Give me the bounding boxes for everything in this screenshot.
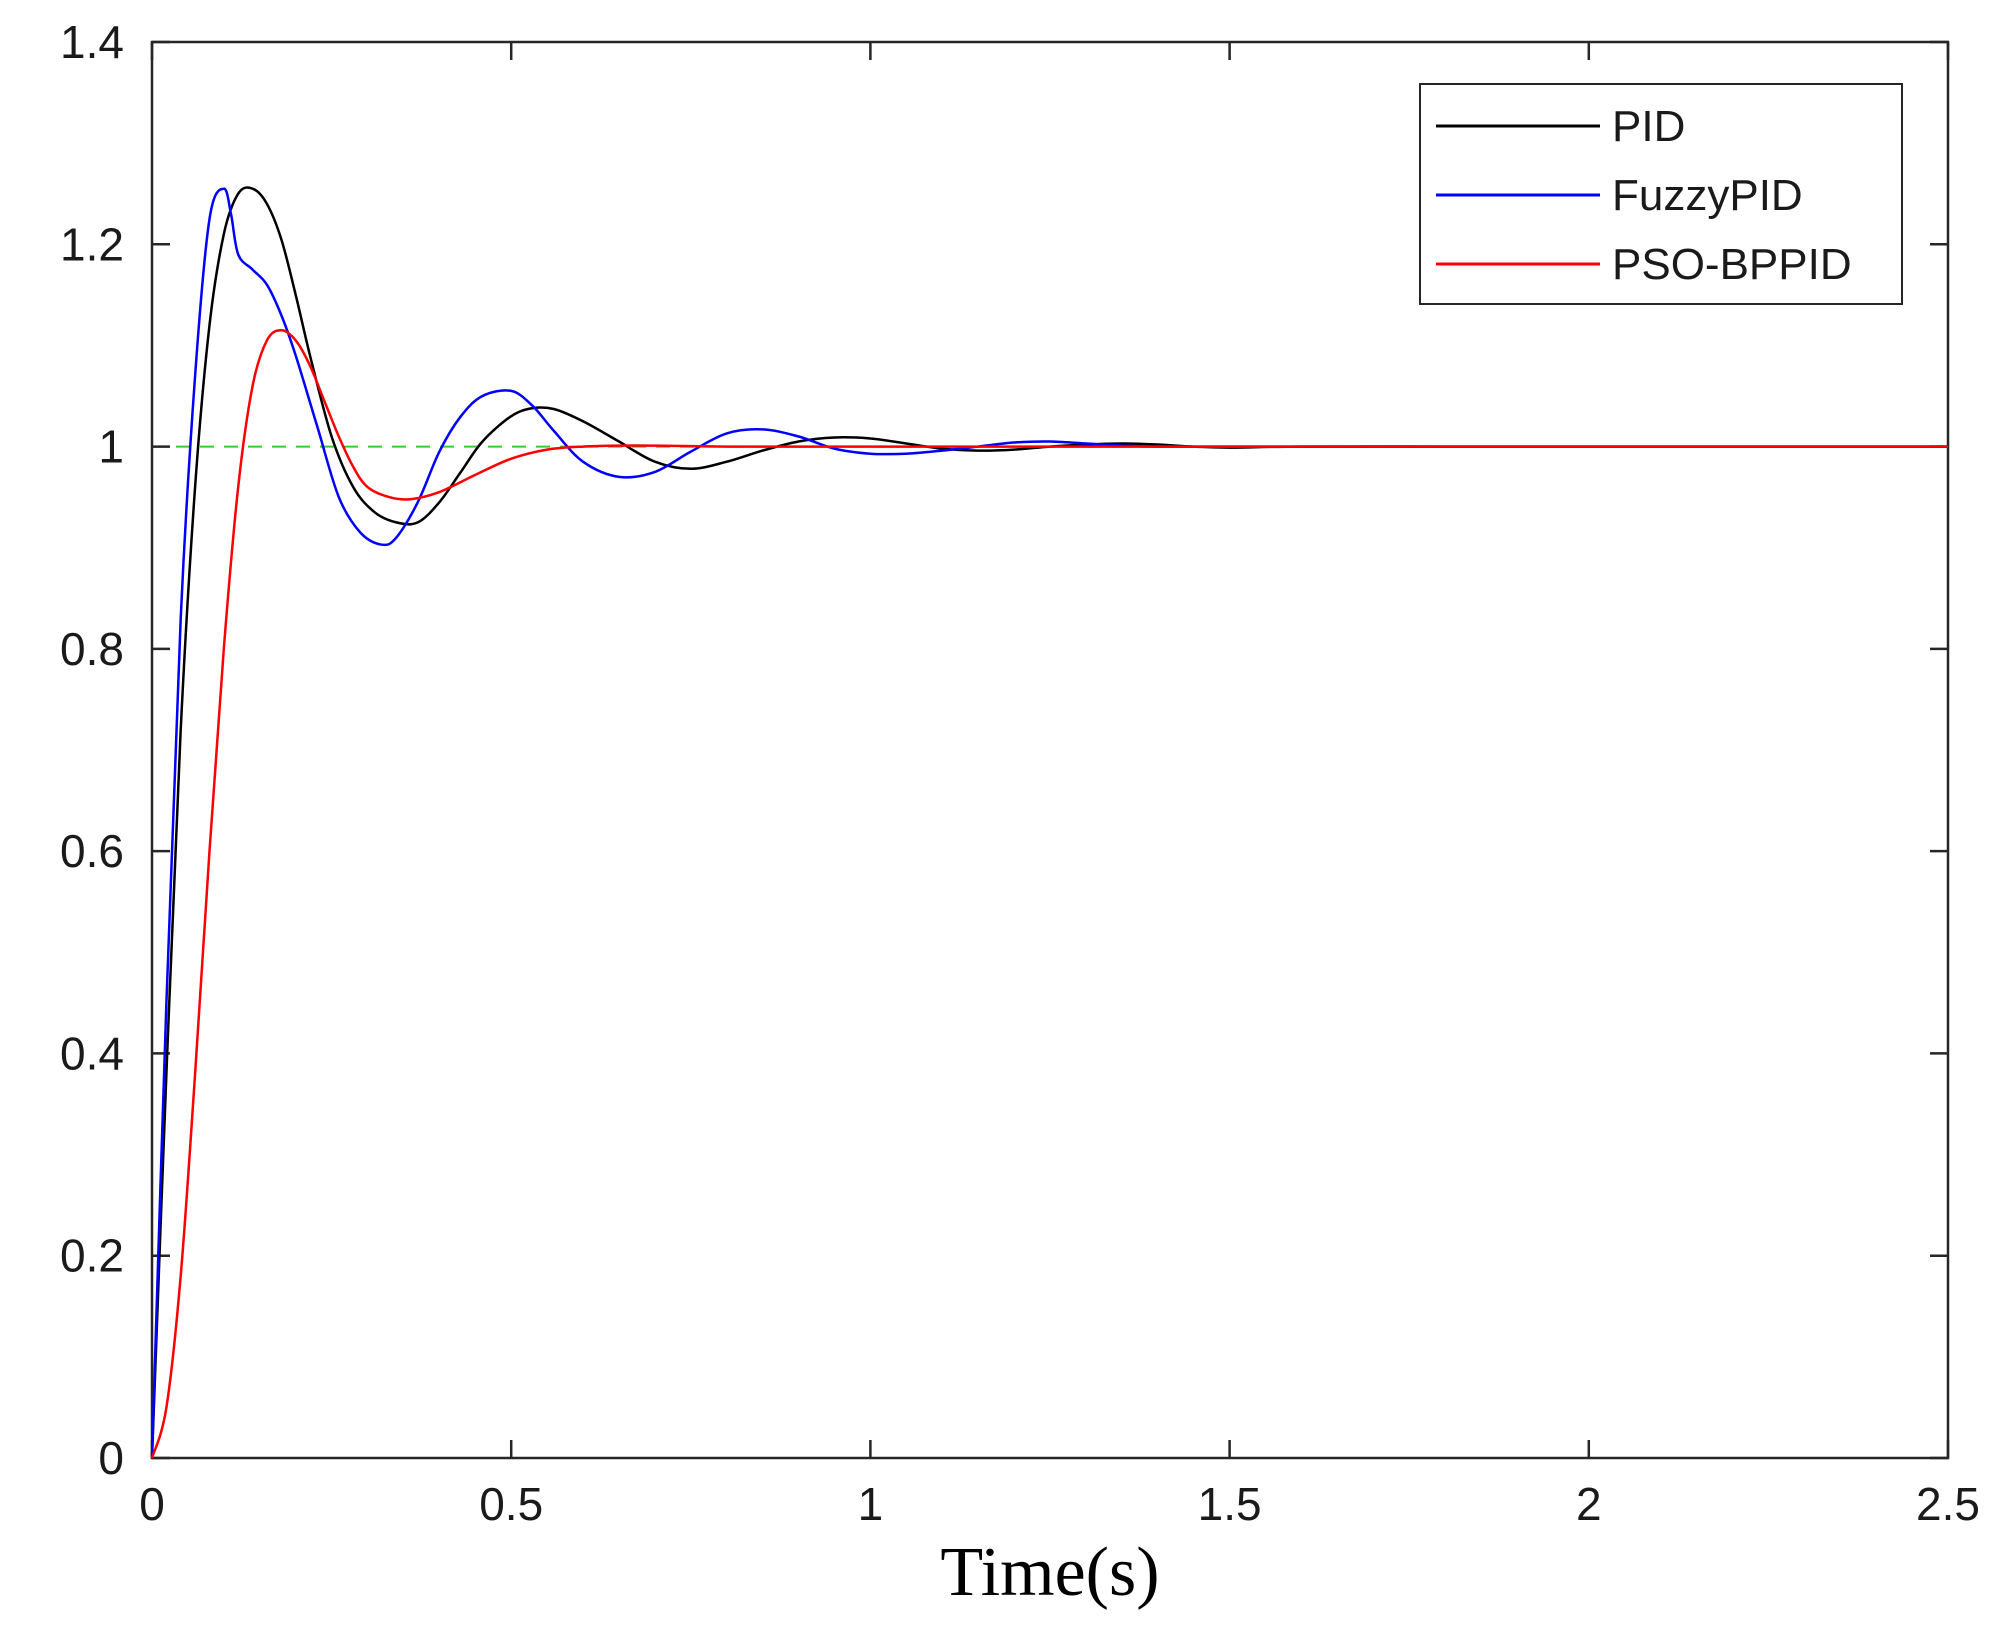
x-tick-label: 2.5 [1916,1478,1980,1530]
x-tick-label: 2 [1576,1478,1602,1530]
y-tick-label: 0.8 [60,623,124,675]
series-line-pso-bppid [150,329,1948,1459]
y-tick-label: 0 [98,1432,124,1484]
legend: PID FuzzyPID PSO-BPPID [1419,83,1903,305]
legend-label-fuzzypid: FuzzyPID [1612,171,1803,220]
x-tick-label: 0 [139,1478,165,1530]
y-tick-label: 1 [98,421,124,473]
y-tick-label: 0.4 [60,1027,124,1079]
y-tick-label: 0.6 [60,825,124,877]
x-tick-label: 1 [858,1478,884,1530]
legend-label-pid: PID [1612,102,1685,151]
x-tick-label: 0.5 [479,1478,543,1530]
y-tick-label: 0.2 [60,1230,124,1282]
x-tick-label: 1.5 [1198,1478,1262,1530]
series-line-fuzzypid [150,187,1948,1459]
series-line-pid [150,186,1948,1459]
legend-label-pso-bppid: PSO-BPPID [1612,240,1852,289]
y-tick-labels: 0 0.2 0.4 0.6 0.8 1 1.2 1.4 [60,16,124,1484]
y-tick-label: 1.2 [60,218,124,270]
x-axis-label: Time(s) [940,1534,1159,1611]
y-tick-label: 1.4 [60,16,124,68]
x-tick-labels: 0 0.5 1 1.5 2 2.5 [139,1478,1980,1530]
series-lines [150,186,1948,1459]
